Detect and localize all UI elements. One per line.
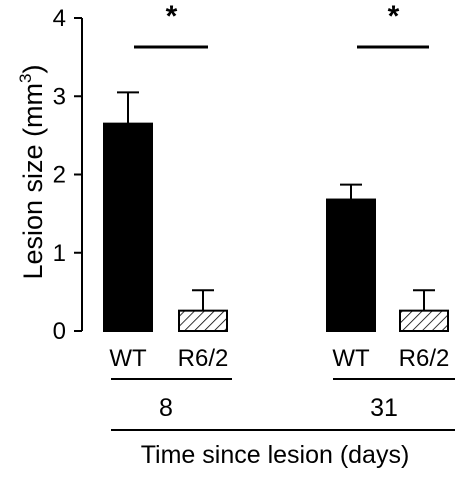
bar-r62 bbox=[399, 309, 449, 332]
bars: * * bbox=[103, 0, 449, 332]
y-tick-label: 2 bbox=[53, 162, 66, 189]
y-axis: 0 1 2 3 4 bbox=[53, 5, 83, 345]
bar-wt bbox=[103, 122, 153, 332]
bar-label: R6/2 bbox=[399, 345, 450, 372]
y-axis-label: Lesion size (mm3) bbox=[16, 64, 48, 279]
bar-label: R6/2 bbox=[178, 345, 229, 372]
group-label: 8 bbox=[159, 394, 173, 422]
y-tick-label: 0 bbox=[53, 318, 66, 345]
y-tick-label: 1 bbox=[53, 240, 66, 267]
significance-star: * bbox=[166, 0, 178, 33]
bar-wt bbox=[326, 198, 376, 332]
y-tick-label: 3 bbox=[53, 83, 66, 110]
bar-r62 bbox=[178, 309, 228, 332]
bar-label: WT bbox=[109, 345, 147, 372]
y-tick-label: 4 bbox=[53, 5, 66, 32]
bar-label: WT bbox=[332, 345, 370, 372]
significance-star: * bbox=[388, 0, 400, 33]
group-label: 31 bbox=[370, 394, 398, 422]
x-axis-label: Time since lesion (days) bbox=[141, 441, 410, 469]
